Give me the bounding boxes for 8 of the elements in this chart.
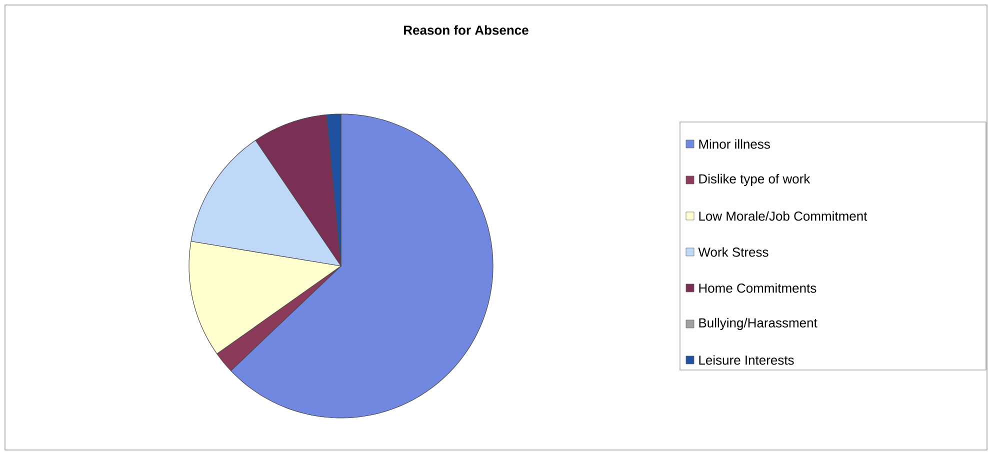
legend-label: Low Morale/Job Commitment — [699, 211, 868, 221]
legend-label: Work Stress — [698, 247, 768, 257]
legend-label: Home Commitments — [699, 283, 816, 293]
legend-label: Leisure Interests — [699, 355, 794, 365]
legend-label: Minor illness — [699, 139, 770, 149]
legend-label: Bullying/Harassment — [699, 318, 818, 330]
legend-label: Dislike type of work — [699, 174, 810, 186]
chart-title: Reason for Absence — [404, 25, 528, 35]
